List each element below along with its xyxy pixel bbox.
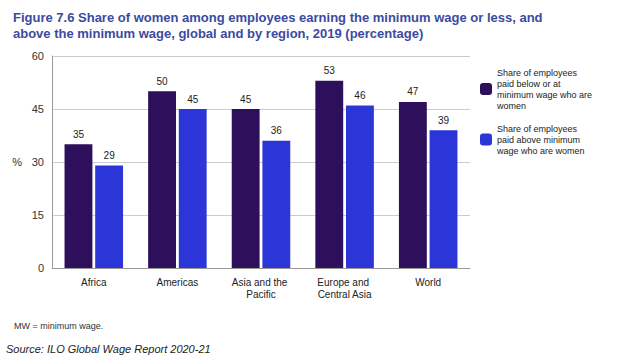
svg-text:Pacific: Pacific (246, 289, 275, 300)
svg-text:15: 15 (32, 209, 44, 221)
svg-text:36: 36 (271, 125, 283, 136)
svg-text:Central Asia: Central Asia (318, 289, 372, 300)
svg-text:Europe and: Europe and (317, 277, 372, 288)
svg-text:wage who are women: wage who are women (496, 146, 585, 156)
svg-text:60: 60 (32, 50, 44, 62)
svg-text:Asia and the: Asia and the (232, 277, 290, 288)
svg-text:Share of employees: Share of employees (497, 124, 580, 134)
svg-text:%: % (12, 156, 22, 168)
svg-text:Africa: Africa (81, 277, 107, 288)
svg-text:35: 35 (73, 129, 85, 140)
svg-text:50: 50 (157, 76, 169, 87)
svg-text:Americas: Americas (157, 277, 199, 288)
svg-text:46: 46 (354, 90, 366, 101)
svg-text:paid above minimum: paid above minimum (497, 135, 583, 145)
svg-text:paid below or at: paid below or at (497, 79, 563, 89)
svg-text:Source: ILO Global Wage Report: Source: ILO Global Wage Report 2020-21 (6, 343, 211, 355)
svg-text:39: 39 (438, 115, 450, 126)
svg-text:30: 30 (32, 156, 44, 168)
svg-text:Share of employees: Share of employees (497, 68, 580, 78)
svg-text:above the minimum wage, global: above the minimum wage, global and by re… (13, 26, 423, 41)
svg-text:women: women (496, 101, 526, 111)
svg-text:World: World (415, 277, 441, 288)
svg-text:45: 45 (32, 103, 44, 115)
svg-text:47: 47 (407, 86, 419, 97)
svg-text:45: 45 (187, 94, 199, 105)
svg-text:29: 29 (104, 150, 116, 161)
svg-text:MW = minimum wage.: MW = minimum wage. (14, 321, 103, 331)
svg-text:Figure 7.6 Share of women amon: Figure 7.6 Share of women among employee… (13, 10, 546, 25)
svg-text:45: 45 (240, 94, 252, 105)
svg-text:53: 53 (324, 65, 336, 76)
svg-text:0: 0 (38, 262, 44, 274)
svg-text:minimum wage who are: minimum wage who are (497, 90, 595, 100)
